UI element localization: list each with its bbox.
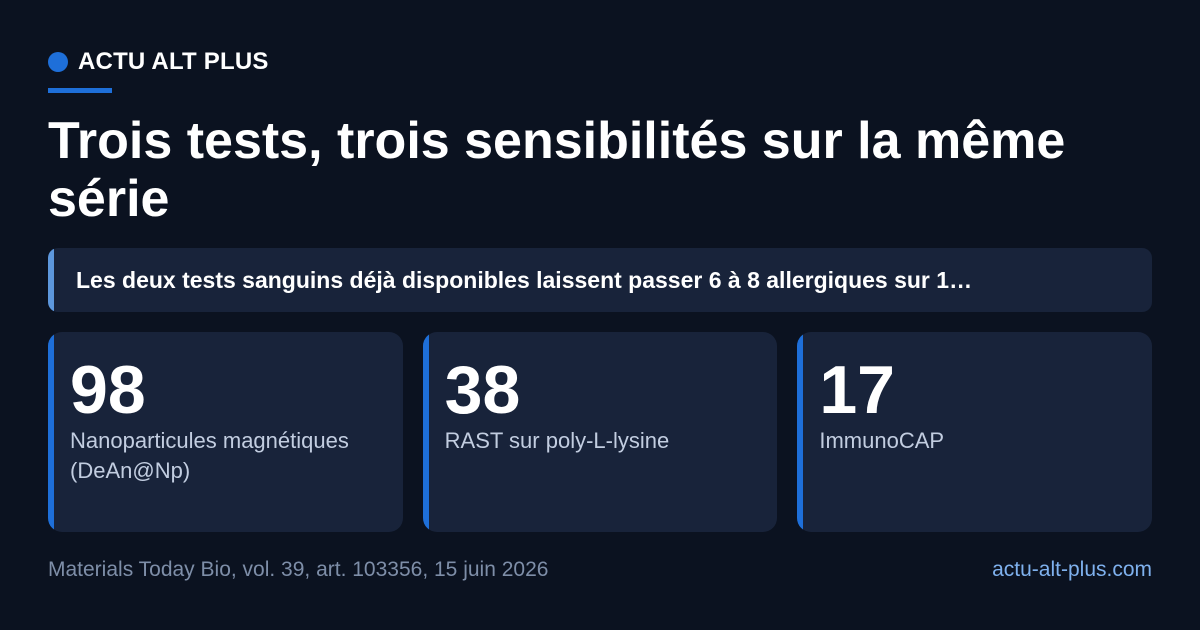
stat-label: RAST sur poly-L-lysine: [444, 428, 670, 453]
stats-row: 98 Nanoparticules magnétiques (DeAn@Np) …: [48, 332, 1153, 532]
stat-accent-bar: [48, 332, 54, 532]
stat-accent-bar: [422, 332, 429, 532]
stat-label: Nanoparticules magnétiques (DeAn@Np): [70, 428, 349, 483]
summary-text: Les deux tests sanguins déjà disponibles…: [76, 267, 973, 293]
stat-value: 38: [444, 352, 521, 428]
stat-accent-bar: [797, 332, 804, 532]
stat-card: 98 Nanoparticules magnétiques (DeAn@Np): [48, 332, 403, 532]
summary-accent-bar: [48, 248, 54, 312]
stat-card: 17 ImmunoCAP: [797, 332, 1153, 532]
site-domain-link[interactable]: actu-alt-plus.com: [992, 558, 1152, 581]
stat-card: 38 RAST sur poly-L-lysine: [422, 332, 778, 532]
brand: ACTU ALT PLUS: [48, 48, 269, 76]
stat-value: 17: [819, 352, 895, 428]
brand-dot-icon: [48, 52, 68, 72]
source-citation: Materials Today Bio, vol. 39, art. 10335…: [48, 558, 549, 581]
brand-underline: [48, 88, 112, 93]
summary-box: Les deux tests sanguins déjà disponibles…: [48, 248, 1152, 312]
brand-name: ACTU ALT PLUS: [78, 48, 269, 75]
stat-label: ImmunoCAP: [819, 428, 945, 453]
headline: Trois tests, trois sensibilités sur la m…: [48, 112, 1066, 228]
stat-value: 98: [70, 352, 146, 428]
